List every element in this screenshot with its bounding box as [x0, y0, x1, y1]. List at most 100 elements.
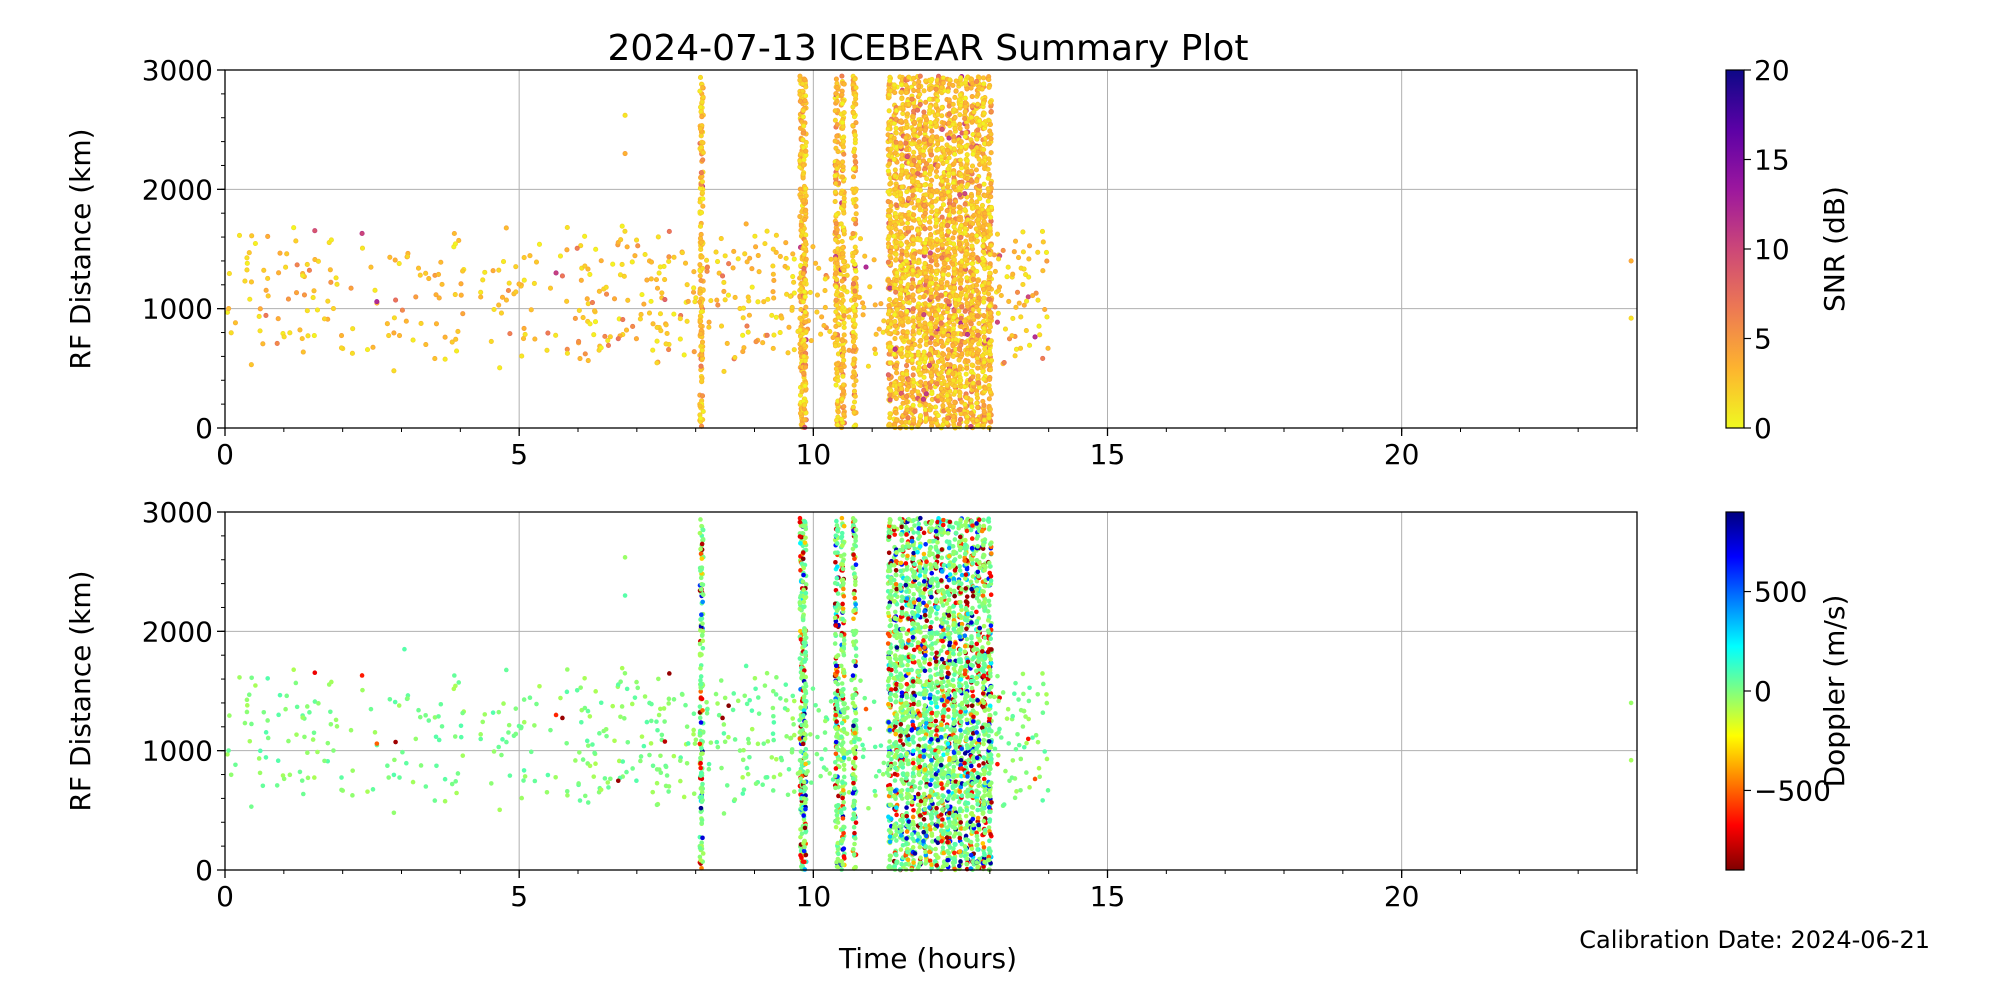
data-point: [305, 750, 310, 756]
data-point: [917, 322, 923, 328]
data-point: [277, 692, 283, 698]
data-point: [275, 758, 281, 764]
data-point: [822, 718, 828, 724]
data-point: [834, 98, 840, 105]
data-point: [904, 387, 910, 393]
data-point: [897, 296, 903, 302]
data-point: [564, 298, 570, 304]
data-point: [683, 702, 688, 708]
data-point: [903, 140, 909, 146]
data-point: [939, 381, 945, 387]
data-point: [986, 348, 992, 354]
data-point: [791, 789, 797, 794]
data-point: [897, 346, 904, 352]
data-point: [732, 737, 738, 742]
data-point: [237, 675, 242, 680]
data-point: [315, 749, 320, 755]
data-point: [654, 802, 660, 808]
data-point: [741, 787, 747, 792]
data-point: [810, 244, 816, 250]
data-point: [852, 153, 858, 159]
data-point: [832, 199, 838, 205]
data-point: [872, 302, 878, 308]
data-point: [732, 354, 738, 361]
data-point: [315, 258, 321, 264]
data-point: [928, 315, 934, 321]
data-point: [841, 411, 847, 417]
data-point: [833, 212, 839, 218]
data-point: [630, 766, 635, 771]
data-point: [698, 277, 704, 284]
data-point: [658, 770, 664, 775]
data-point: [950, 413, 956, 420]
data-point: [988, 109, 994, 115]
data-point: [547, 285, 554, 291]
data-point: [771, 277, 777, 283]
data-point: [903, 82, 909, 88]
data-point: [904, 393, 910, 399]
data-point: [957, 157, 963, 163]
data-point: [639, 734, 645, 739]
data-point: [666, 228, 672, 235]
x-tick-label: 10: [796, 438, 832, 471]
data-point: [650, 789, 656, 795]
data-point: [1035, 739, 1041, 745]
data-point: [887, 207, 893, 213]
data-point: [593, 246, 599, 252]
data-point: [888, 255, 894, 261]
data-point: [803, 241, 809, 247]
data-point: [886, 308, 892, 314]
data-point: [981, 231, 987, 237]
data-point: [904, 252, 910, 258]
data-point: [892, 335, 898, 342]
data-point: [1044, 314, 1050, 320]
data-point: [963, 238, 969, 244]
data-point: [650, 763, 656, 769]
data-point: [926, 362, 932, 369]
data-point: [321, 316, 328, 322]
data-point: [850, 281, 856, 287]
data-point: [910, 306, 916, 312]
data-point: [803, 207, 809, 213]
data-point: [840, 297, 846, 304]
data-point: [974, 199, 980, 205]
data-point: [904, 111, 911, 117]
data-point: [1004, 716, 1010, 721]
data-point: [602, 333, 608, 339]
data-point: [832, 189, 838, 195]
data-point: [857, 236, 864, 242]
data-point: [577, 356, 583, 362]
data-point: [618, 679, 623, 685]
data-point: [940, 329, 947, 335]
data-point: [921, 152, 927, 159]
data-point: [921, 305, 927, 312]
data-point: [745, 294, 751, 300]
data-point: [906, 195, 912, 202]
data-point: [818, 773, 823, 779]
data-point: [699, 99, 705, 105]
data-point: [603, 284, 609, 290]
data-point: [633, 237, 640, 243]
data-point: [841, 228, 847, 234]
data-point: [1044, 258, 1050, 264]
data-point: [929, 391, 935, 397]
data-point: [958, 377, 964, 383]
data-point: [950, 82, 956, 88]
data-point: [950, 219, 957, 225]
data-point: [910, 254, 916, 260]
data-point: [885, 126, 891, 132]
data-point: [700, 157, 706, 163]
data-point: [853, 85, 859, 91]
data-point: [592, 308, 598, 314]
data-point: [1039, 228, 1046, 234]
data-point: [722, 297, 728, 303]
data-point: [1628, 258, 1634, 264]
data-point: [731, 691, 737, 696]
data-point: [507, 773, 513, 778]
data-point: [773, 692, 779, 697]
data-point: [899, 184, 905, 190]
data-point: [911, 157, 917, 164]
data-point: [952, 94, 958, 101]
data-point: [770, 289, 776, 295]
data-point: [519, 353, 525, 359]
